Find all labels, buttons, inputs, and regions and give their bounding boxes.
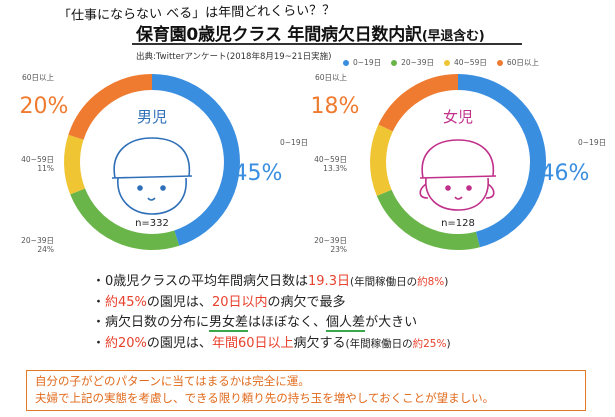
stat-text: ・ xyxy=(92,335,106,351)
big-percent-label: 46% xyxy=(541,161,590,186)
stat-highlight: 約8% xyxy=(417,276,445,288)
stat-highlight: 約45% xyxy=(105,294,147,310)
stat-text: ・病欠日数の分布に xyxy=(92,315,210,330)
stat-text: ・ xyxy=(92,294,106,310)
stat-text: (年間稼働日の xyxy=(345,337,413,350)
chart-title: 女児 xyxy=(443,108,473,126)
legend-swatch xyxy=(391,59,398,66)
title-underline xyxy=(132,43,522,45)
legend-label: 60日以上 xyxy=(506,58,539,67)
donut-segment-3 xyxy=(370,124,393,196)
donut-segment-1 xyxy=(151,74,240,246)
stats-list: ・0歳児クラスの平均年間病欠日数は19.3日(年間稼働日の約8%) ・約45%の… xyxy=(92,272,451,354)
stat-text: はほぼなく、 xyxy=(248,315,327,330)
legend-label: 20~39日 xyxy=(401,58,434,67)
segment-label: 0~19日 xyxy=(578,138,606,147)
girl-face-outline xyxy=(425,177,489,211)
donut-segment-2 xyxy=(70,188,180,250)
donut-segment-2 xyxy=(376,189,480,250)
legend-item: 20~39日 xyxy=(391,57,434,68)
conclusion-box: 自分の子がどのパターンに当てはまるかは完全に運。 夫婦で上記の実態を考慮し、でき… xyxy=(26,370,586,411)
boy-mouth xyxy=(147,197,156,201)
source-note: 出典:Twitterアンケート(2018年8月19~21日実施) xyxy=(136,52,332,62)
segment-label: 60日以上 xyxy=(22,73,55,82)
stat-text: ) xyxy=(446,337,451,350)
stat-text: 病欠する xyxy=(293,335,346,351)
legend-swatch xyxy=(343,59,349,66)
stat-highlight: 年間60日以上 xyxy=(211,335,294,351)
stat-highlight: 19.3日 xyxy=(308,274,350,289)
chart-title: 男児 xyxy=(137,108,167,126)
big-percent-label: 45% xyxy=(234,161,283,186)
girl-face-drawing xyxy=(419,139,497,211)
boy-hat-brim xyxy=(111,175,193,179)
segment-label: 20~39日 23% xyxy=(314,236,347,254)
legend-item: 40~59日 xyxy=(443,57,487,68)
big-percent-label: 18% xyxy=(311,94,360,119)
girl-eye xyxy=(445,185,451,191)
boy-face-drawing xyxy=(111,137,193,215)
boy-eye xyxy=(137,185,143,191)
donut-segment-3 xyxy=(64,134,86,195)
stat-text: ) xyxy=(444,276,449,288)
girl-hair-right xyxy=(485,183,495,199)
legend-swatch xyxy=(443,59,450,66)
boy-face-outline xyxy=(117,177,187,215)
donut-segment-1 xyxy=(457,74,546,248)
stat-text: の病欠で最多 xyxy=(267,294,346,310)
stat-row: ・約45%の園児は、20日以内の病欠で最多 xyxy=(92,293,451,314)
girl-hat xyxy=(421,139,495,179)
legend: 0~19日 20~39日 40~59日 60日以上 xyxy=(343,57,539,68)
stat-underlined: 男女差 xyxy=(209,315,249,332)
page-title-text: 保育園0歳児クラス 年間病欠日数内訳 xyxy=(136,25,422,45)
segment-label: 40~59日 13.3% xyxy=(314,155,347,173)
stat-highlight: 約25% xyxy=(412,337,447,350)
legend-item: 60日以上 xyxy=(496,57,539,68)
big-percent-label: 20% xyxy=(20,94,69,119)
donut-segment-4 xyxy=(68,74,153,140)
segment-label: 40~59日 11% xyxy=(21,155,54,173)
stat-row: ・0歳児クラスの平均年間病欠日数は19.3日(年間稼働日の約8%) xyxy=(92,272,451,293)
stat-text: ・0歳児クラスの平均年間病欠日数は xyxy=(92,274,309,289)
boy-hat xyxy=(113,137,191,179)
boy-eye xyxy=(160,185,166,191)
girl-hair-left xyxy=(419,183,429,199)
segment-label: 0~19日 xyxy=(280,138,308,147)
sample-size-label: n=128 xyxy=(441,218,475,229)
stat-highlight: 20日以内 xyxy=(211,294,268,310)
stat-row: ・約20%の園児は、年間60日以上病欠する(年間稼働日の約25%) xyxy=(92,334,451,355)
girl-eye xyxy=(466,185,472,191)
segment-label: 60日以上 xyxy=(315,73,348,82)
legend-label: 0~19日 xyxy=(353,58,382,67)
conclusion-line: 夫婦で上記の実態を考慮し、できる限り頼り先の持ち玉を増やしておくことが望ましい。 xyxy=(35,391,495,405)
stat-text: の園児は、 xyxy=(146,294,212,310)
legend-label: 40~59日 xyxy=(453,58,487,67)
conclusion-line: 自分の子がどのパターンに当てはまるかは完全に運。 xyxy=(35,374,310,388)
page-title: 保育園0歳児クラス 年間病欠日数内訳(早退含む) xyxy=(136,20,485,45)
legend-swatch xyxy=(496,59,503,66)
segment-label: 20~39日 24% xyxy=(21,236,54,254)
stat-row: ・病欠日数の分布に男女差はほぼなく、個人差が大きい xyxy=(92,313,451,334)
legend-item: 0~19日 xyxy=(343,57,381,68)
stat-text: (年間稼働日の xyxy=(349,276,418,288)
girl-mouth xyxy=(454,196,463,200)
stat-text: の園児は、 xyxy=(146,335,212,351)
stat-highlight: 約20% xyxy=(105,335,147,351)
stat-underlined: 個人差 xyxy=(326,315,366,332)
girl-hat-brim xyxy=(419,175,497,179)
stat-text: が大きい xyxy=(365,315,418,330)
sample-size-label: n=332 xyxy=(135,218,169,229)
donut-segment-4 xyxy=(378,74,459,132)
page-title-suffix: (早退含む) xyxy=(421,29,485,44)
